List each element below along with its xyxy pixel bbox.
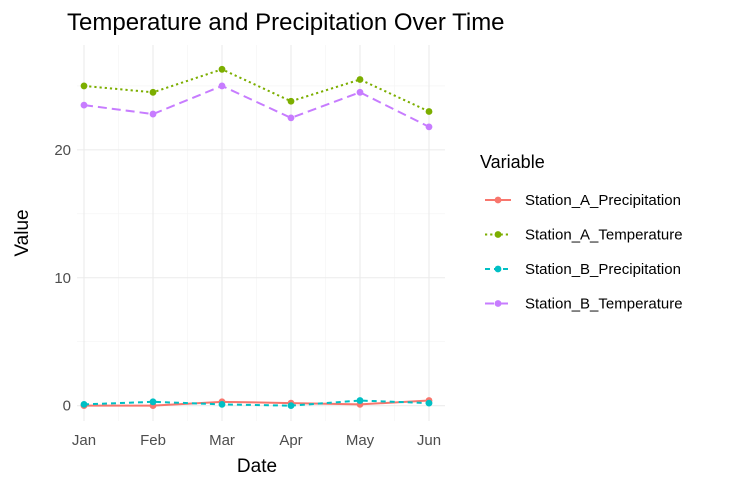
x-tick-label: Jan (72, 432, 96, 449)
data-point (425, 108, 433, 115)
y-tick-label: 20 (54, 142, 71, 159)
legend-item: Station_A_Temperature (485, 227, 683, 244)
data-point (80, 82, 88, 90)
x-tick-label: Mar (209, 432, 235, 449)
legend-key-point (494, 196, 502, 204)
data-point (356, 76, 364, 83)
data-point (287, 402, 295, 410)
x-tick-label: Jun (417, 432, 441, 449)
x-tick-label: Feb (140, 432, 166, 449)
y-axis: 0 10 20 (54, 142, 71, 415)
data-point (149, 88, 157, 96)
legend: Variable Station_A_Precipitation Station_… (480, 152, 683, 313)
legend-item: Station_A_Precipitation (485, 192, 681, 209)
legend-label: Station_B_Precipitation (525, 261, 681, 278)
y-axis-title: Value (12, 209, 33, 256)
data-point (80, 101, 88, 109)
x-tick-label: Apr (279, 432, 302, 449)
data-point (356, 88, 364, 96)
series-Station_A_Temperature (80, 65, 433, 115)
legend-item: Station_B_Temperature (485, 296, 683, 313)
grid (77, 45, 445, 421)
series-line (83, 68, 430, 113)
data-point (425, 399, 433, 407)
data-point (218, 400, 226, 408)
legend-key-point (494, 300, 502, 307)
plot-area (80, 65, 433, 410)
x-axis-title: Date (237, 456, 277, 477)
data-point (287, 114, 295, 122)
y-tick-label: 10 (54, 270, 71, 287)
data-point (356, 397, 364, 404)
x-axis: Jan Feb Mar Apr May Jun (72, 432, 441, 449)
data-point (80, 400, 88, 408)
legend-label: Station_A_Precipitation (525, 192, 681, 209)
legend-label: Station_B_Temperature (525, 296, 683, 313)
series-line (83, 84, 430, 128)
x-tick-label: May (346, 432, 375, 449)
data-point (149, 398, 157, 406)
chart-title: Temperature and Precipitation Over Time (67, 9, 505, 36)
data-point (218, 82, 226, 90)
series-line (83, 399, 430, 407)
legend-item: Station_B_Precipitation (485, 261, 681, 278)
y-tick-label: 0 (63, 398, 71, 415)
legend-key-point (494, 265, 502, 273)
legend-label: Station_A_Temperature (525, 227, 683, 244)
series-Station_B_Precipitation (80, 397, 433, 410)
data-point (218, 65, 226, 73)
series-Station_B_Temperature (80, 82, 433, 131)
series-line (84, 399, 430, 407)
data-point (287, 97, 295, 105)
legend-title: Variable (480, 152, 545, 172)
legend-key-point (494, 231, 502, 238)
data-point (149, 110, 157, 118)
data-point (425, 123, 433, 131)
